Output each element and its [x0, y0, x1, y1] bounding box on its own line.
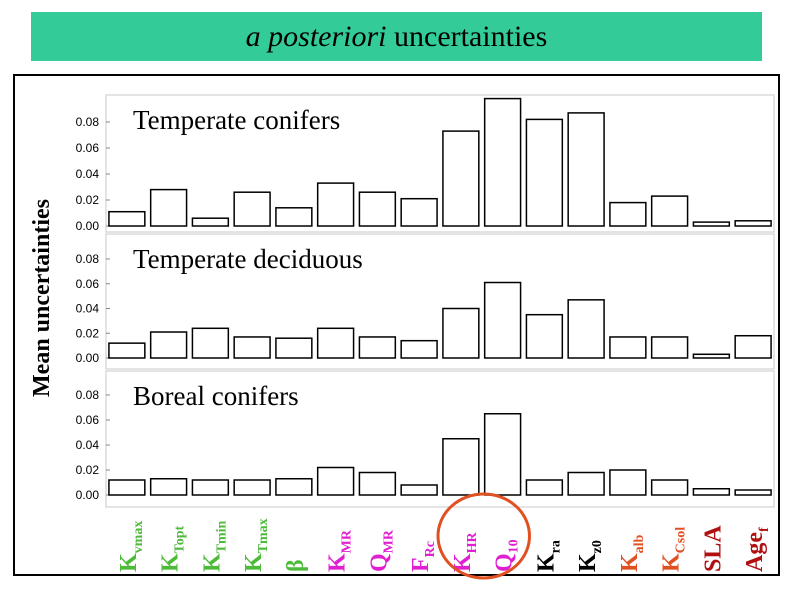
- y-tick-label: 0.04: [76, 438, 100, 452]
- bar: [233, 191, 271, 227]
- bar: [233, 479, 271, 496]
- x-tick-label: KTmin: [199, 520, 229, 572]
- bar: [609, 336, 647, 359]
- bar: [525, 479, 564, 496]
- highlight-ellipse: [436, 492, 531, 580]
- bar: [233, 336, 271, 359]
- bar: [734, 220, 772, 227]
- bar: [149, 478, 188, 496]
- y-tick-label: 0.06: [76, 413, 100, 427]
- bar: [442, 307, 480, 359]
- bar: [149, 331, 188, 359]
- bar: [567, 471, 605, 496]
- bar: [567, 112, 605, 227]
- bar: [191, 327, 230, 359]
- y-tick-label: 0.00: [76, 219, 100, 233]
- y-tick-label: 0.00: [76, 488, 100, 502]
- bar: [316, 466, 355, 496]
- y-tick-label: 0.02: [76, 193, 100, 207]
- panel-title: Temperate conifers: [133, 105, 340, 135]
- bar: [692, 353, 731, 359]
- bar: [650, 479, 689, 496]
- bar: [108, 479, 146, 496]
- x-tick-label: KMR: [325, 529, 355, 572]
- y-tick-label: 0.04: [76, 167, 100, 181]
- bar: [191, 479, 230, 496]
- x-tick-label: Agef: [742, 527, 772, 572]
- bar: [650, 195, 689, 227]
- x-tick-label: KTmax: [241, 518, 271, 572]
- bar: [609, 201, 647, 227]
- panel-border: [105, 233, 775, 370]
- bar: [108, 210, 146, 227]
- y-tick-label: 0.02: [76, 326, 100, 340]
- panel-border: [105, 94, 775, 233]
- y-tick-label: 0.08: [76, 252, 100, 266]
- bar: [358, 191, 397, 227]
- panel-3: 0.08 0.06 0.04 0.02 0.00 Boreal conifers: [76, 370, 775, 508]
- y-tick-label: 0.04: [76, 302, 100, 316]
- bar: [316, 182, 355, 227]
- x-tick-label: KCsol: [659, 527, 689, 572]
- x-tick-label: KTopt: [158, 525, 188, 572]
- bar: [734, 334, 772, 359]
- bar: [108, 342, 146, 359]
- y-tick-label: 0.08: [76, 388, 100, 402]
- y-tick-label: 0.00: [76, 351, 100, 365]
- x-tick-label: QMR: [366, 529, 396, 572]
- bar: [525, 313, 564, 359]
- bar: [442, 438, 480, 496]
- bar: [275, 337, 313, 359]
- panel-title: Boreal conifers: [133, 381, 299, 411]
- y-tick-label: 0.02: [76, 463, 100, 477]
- bar: [483, 281, 522, 359]
- bar: [275, 207, 313, 227]
- bar: [149, 188, 188, 227]
- bar: [191, 217, 230, 227]
- bar: [358, 336, 397, 359]
- x-tick-label: Kz0: [575, 540, 605, 572]
- bar: [609, 469, 647, 496]
- bar: [400, 197, 438, 227]
- bar: [275, 478, 313, 496]
- bar: [483, 97, 522, 227]
- bar: [650, 336, 689, 359]
- bar: [734, 489, 772, 496]
- bar: [400, 339, 438, 359]
- panel-1: 0.08 0.06 0.04 0.02 0.00 Temperate conifers: [76, 94, 775, 233]
- panel-title: Temperate deciduous: [133, 244, 363, 274]
- y-tick-label: 0.06: [76, 277, 100, 291]
- bar: [525, 118, 564, 227]
- bar: [567, 299, 605, 359]
- x-tick-label: SLA: [700, 525, 726, 572]
- y-tick-label: 0.08: [76, 115, 100, 129]
- y-tick-label: 0.06: [76, 141, 100, 155]
- chart-title: a posteriori uncertainties: [245, 19, 548, 53]
- title-banner: a posteriori uncertainties: [31, 12, 762, 61]
- x-tick-label: Kalb: [617, 534, 647, 572]
- x-tick-label: Q10: [492, 539, 522, 572]
- x-tick-label: KHR: [450, 531, 480, 572]
- x-tick-label: β: [283, 559, 309, 572]
- bar: [358, 471, 397, 496]
- x-tick-label: Kvmax: [116, 521, 146, 572]
- chart-frame: [13, 74, 780, 576]
- bar: [692, 488, 731, 496]
- bar: [316, 327, 355, 359]
- bar: [692, 221, 731, 227]
- bar: [442, 130, 480, 227]
- bar: [400, 484, 438, 496]
- panel-border: [105, 370, 775, 508]
- x-tick-label: FRc: [408, 541, 438, 572]
- x-tick-label: Kra: [533, 540, 563, 572]
- panel-2: 0.08 0.06 0.04 0.02 0.00 Temperate deciduous: [76, 233, 775, 370]
- y-axis-label: Mean uncertainties: [29, 199, 55, 397]
- bar: [483, 413, 522, 496]
